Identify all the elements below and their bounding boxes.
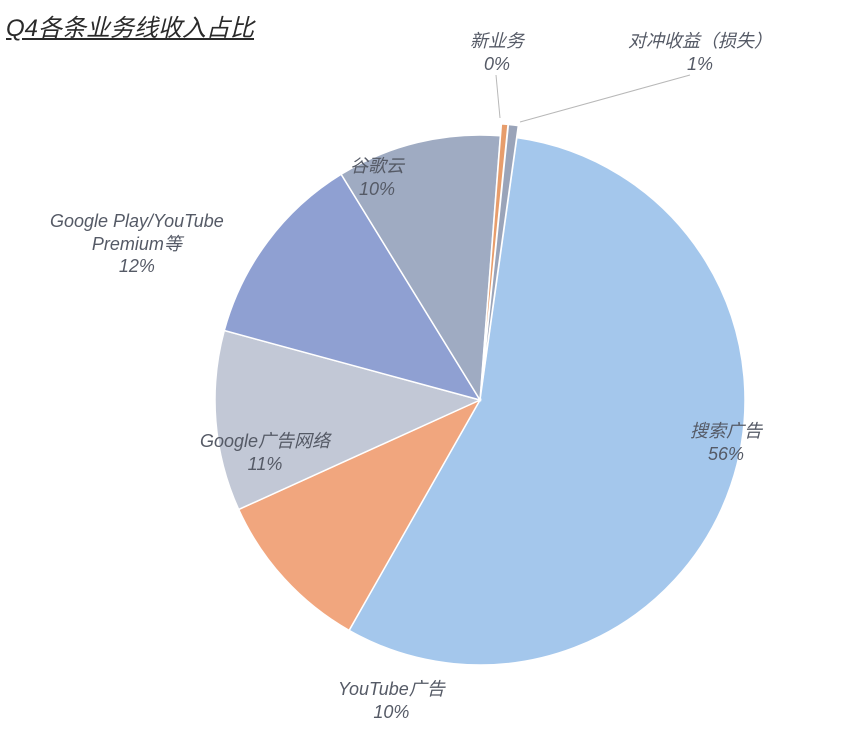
slice-label-name: 搜索广告 bbox=[690, 420, 762, 443]
slice-label-percent: 12% bbox=[50, 255, 224, 278]
slice-label: 谷歌云10% bbox=[350, 155, 404, 200]
leader-line bbox=[496, 75, 500, 118]
slice-label-name: YouTube广告 bbox=[338, 678, 445, 701]
slice-label-name: Google Play/YouTube bbox=[50, 210, 224, 233]
slice-label: Google Play/YouTubePremium等12% bbox=[50, 210, 224, 278]
slice-label: 对冲收益（损失）1% bbox=[628, 30, 772, 75]
slice-label: 搜索广告56% bbox=[690, 420, 762, 465]
slice-label-percent: 11% bbox=[200, 453, 330, 476]
slice-label-percent: 1% bbox=[628, 53, 772, 76]
slice-label: YouTube广告10% bbox=[338, 678, 445, 723]
slice-label: Google广告网络11% bbox=[200, 430, 330, 475]
slice-label-name: 对冲收益（损失） bbox=[628, 30, 772, 53]
slice-label-percent: 10% bbox=[338, 701, 445, 724]
slice-label-name: Google广告网络 bbox=[200, 430, 330, 453]
slice-label-name: 新业务 bbox=[470, 30, 524, 53]
slice-label-percent: 56% bbox=[690, 443, 762, 466]
slice-label: 新业务0% bbox=[470, 30, 524, 75]
slice-label-percent: 0% bbox=[470, 53, 524, 76]
slice-label-percent: 10% bbox=[350, 178, 404, 201]
pie-chart bbox=[0, 0, 860, 730]
leader-line bbox=[520, 75, 690, 122]
slice-label-name: 谷歌云 bbox=[350, 155, 404, 178]
slice-label-name: Premium等 bbox=[50, 233, 224, 256]
